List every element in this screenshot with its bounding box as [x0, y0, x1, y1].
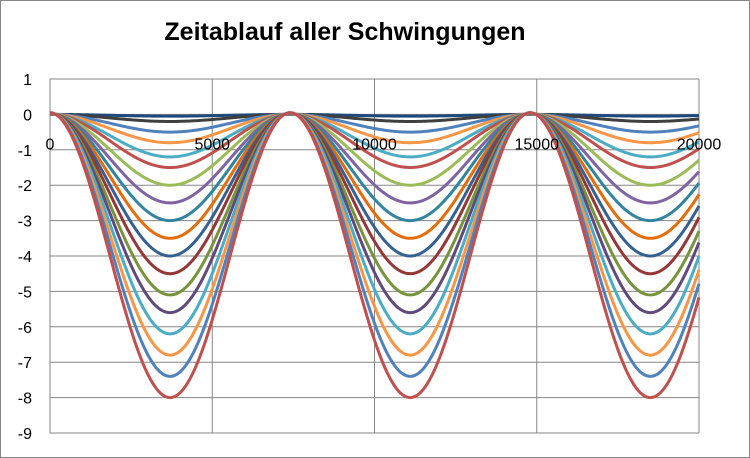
x-tick-label: 5000 — [194, 136, 230, 153]
series-line — [49, 112, 700, 134]
series-line — [49, 112, 701, 205]
y-tick-label: -1 — [18, 143, 32, 160]
series-line — [49, 111, 701, 357]
series-line — [50, 112, 700, 118]
series-line — [49, 112, 700, 187]
y-tick-label: 0 — [23, 107, 32, 124]
y-tick-label: -4 — [18, 249, 32, 266]
series-line — [49, 111, 701, 400]
y-tick-label: -7 — [18, 355, 32, 372]
x-tick-label: 0 — [46, 136, 55, 153]
series-line — [49, 111, 701, 315]
series-line — [49, 111, 701, 297]
series-line — [49, 112, 701, 240]
y-tick-label: -6 — [18, 320, 32, 337]
tick-labels: 1 0 -1 -2 -3 -4 -5 -6 -7 -8 -9 0 5000 10000 15000 20000 — [18, 72, 722, 443]
series-line — [50, 112, 700, 123]
series-line — [49, 112, 700, 169]
series-line — [49, 112, 700, 159]
series-line — [49, 111, 701, 276]
chart-title: Zeitablauf aller Schwingungen — [164, 18, 526, 46]
y-tick-label: -5 — [18, 284, 32, 301]
x-tick-label: 10000 — [352, 136, 397, 153]
x-tick-label: 15000 — [515, 136, 560, 153]
series-line — [49, 111, 701, 378]
series-lines — [49, 111, 701, 400]
series-line — [49, 112, 701, 258]
series-line — [49, 112, 701, 223]
series-line — [49, 111, 701, 336]
y-tick-label: 1 — [23, 72, 32, 89]
y-tick-label: -2 — [18, 178, 32, 195]
x-tick-label: 20000 — [677, 136, 722, 153]
series-line — [49, 112, 700, 145]
y-tick-label: -9 — [18, 426, 32, 443]
y-tick-label: -3 — [18, 214, 32, 231]
y-tick-label: -8 — [18, 391, 32, 408]
